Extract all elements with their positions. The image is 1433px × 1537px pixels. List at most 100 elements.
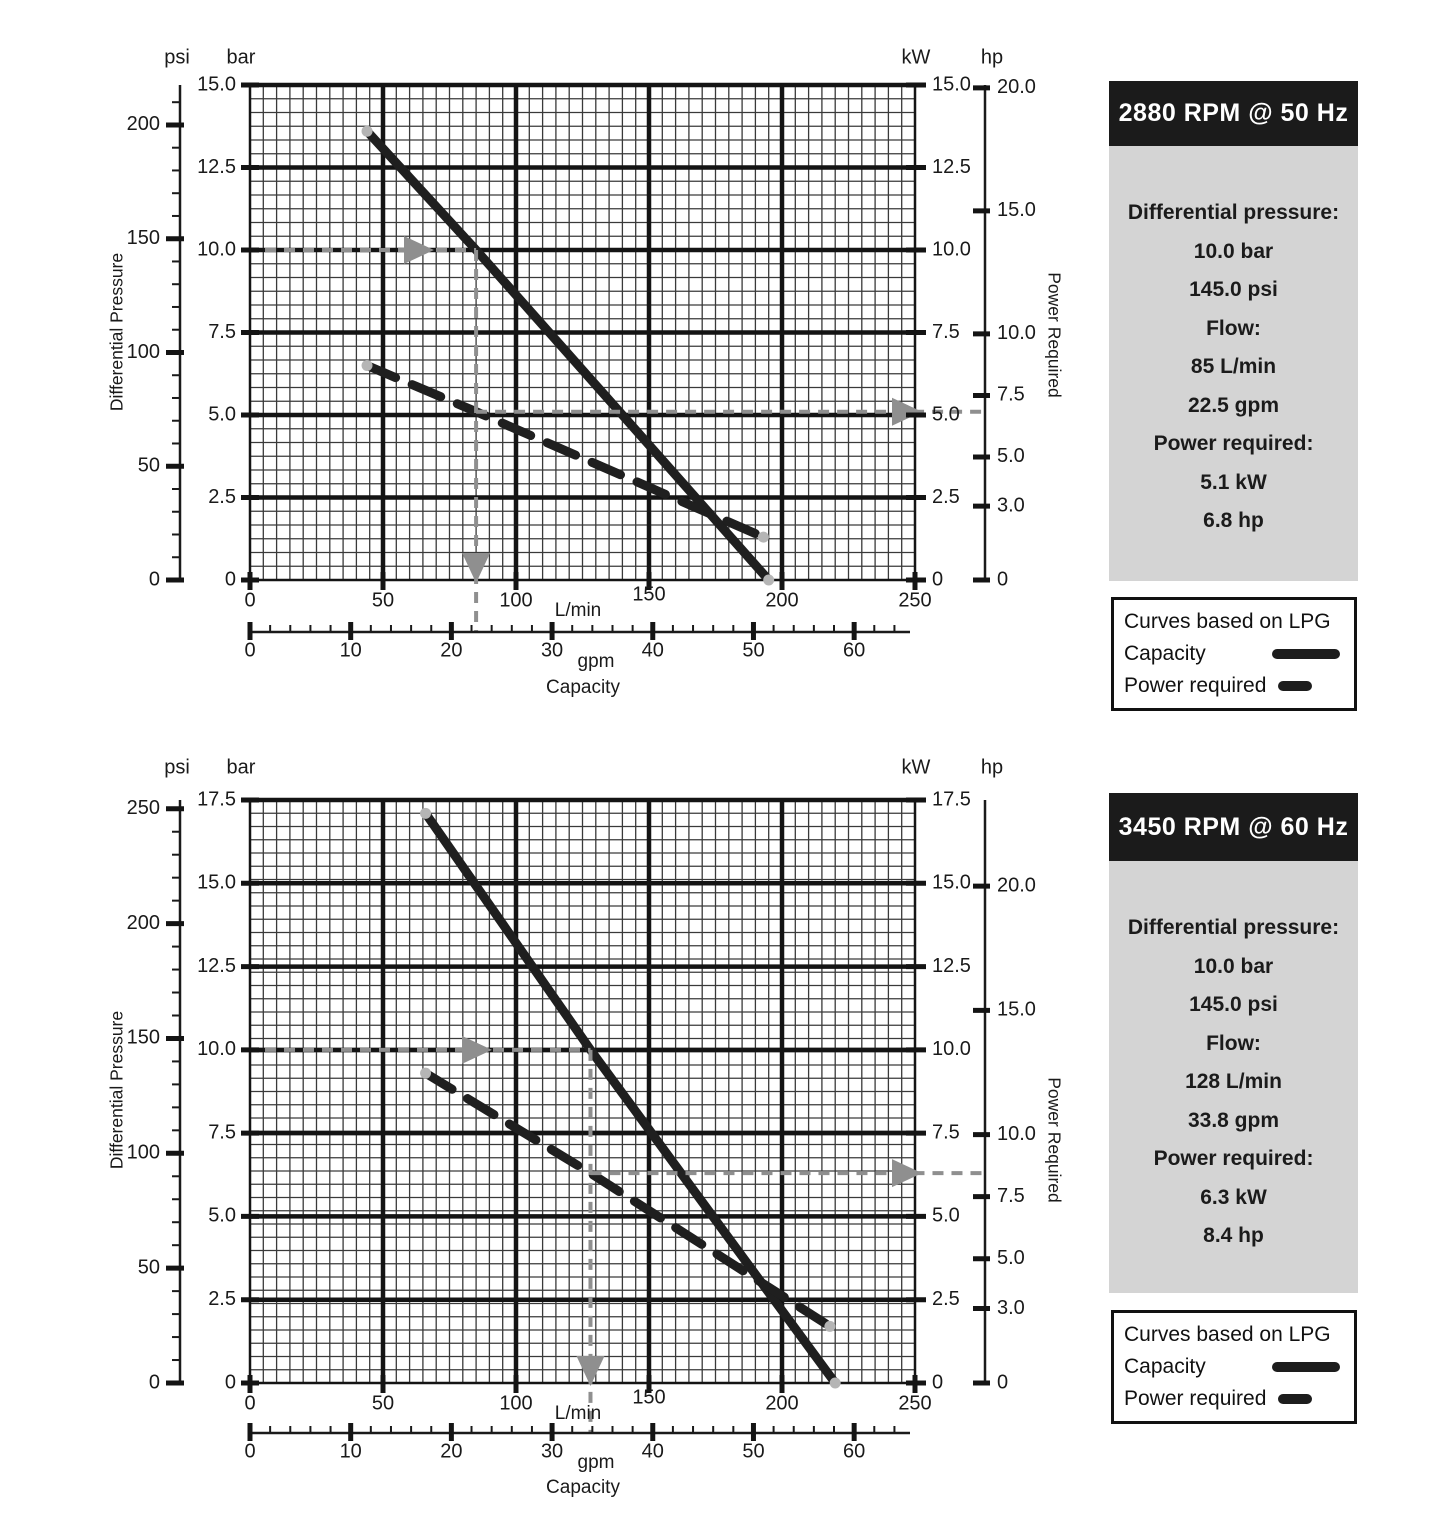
operating-point-arrow-right (404, 236, 434, 264)
curve-endpoint-dot (361, 360, 373, 371)
psi-tick-label: 100 (127, 341, 160, 363)
hp-tick-label: 0 (997, 568, 1008, 590)
lmin-tick-label: 100 (499, 589, 532, 611)
info-row-heading: Differential pressure: (1127, 201, 1340, 225)
info-row-value: 85 L/min (1190, 355, 1277, 379)
info-panel-60hz-title: 3450 RPM @ 60 Hz (1109, 793, 1358, 861)
gpm-tick-label: 10 (340, 639, 362, 661)
psi-tick-label: 100 (127, 1142, 160, 1164)
gpm-axis-unit: gpm (578, 1452, 615, 1473)
lmin-tick-label: 100 (499, 1392, 532, 1414)
bar-axis-header: bar (227, 756, 256, 778)
y-left-axis-title: Differential Pressure (107, 253, 127, 411)
info-row-value: 6.8 hp (1203, 509, 1264, 533)
hp-axis-header: hp (981, 46, 1003, 68)
gpm-tick-label: 10 (340, 1440, 362, 1462)
capacity-line-swatch (1272, 1362, 1340, 1372)
kw-tick-label: 10.0 (932, 238, 971, 260)
lmin-tick-label: 0 (244, 589, 255, 611)
operating-point-arrow-down (576, 1356, 605, 1386)
hp-tick-label: 20.0 (997, 874, 1036, 896)
gpm-tick-label: 0 (244, 639, 255, 661)
psi-tick-label: 0 (149, 1371, 160, 1393)
legend-items: Capacity Power required (1124, 638, 1340, 702)
hp-tick-label: 15.0 (997, 199, 1036, 221)
lmin-tick-label: 150 (632, 1386, 665, 1408)
lmin-tick-label: 50 (372, 589, 394, 611)
info-row-heading: Power required: (1153, 1147, 1314, 1171)
kw-tick-label: 10.0 (932, 1038, 971, 1060)
hp-tick-label: 5.0 (997, 1247, 1025, 1269)
info-row-value: 22.5 gpm (1187, 393, 1280, 417)
chart-60hz: 17.5 15.0 12.5 10.0 7.5 5.0 2.5 0 17.5 15.0 12.5 10… (107, 756, 1065, 1498)
lmin-tick-label: 200 (765, 589, 798, 611)
hp-tick-label: 15.0 (997, 999, 1036, 1021)
power-line-swatch (1278, 1394, 1313, 1404)
operating-point-arrow-down (462, 553, 491, 583)
bar-tick-label: 17.5 (197, 788, 236, 810)
bar-tick-label: 2.5 (208, 486, 236, 508)
lmin-axis-unit: L/min (555, 1403, 601, 1424)
gpm-tick-label: 40 (642, 1440, 664, 1462)
gpm-tick-label: 30 (541, 1440, 563, 1462)
info-row-value: 5.1 kW (1200, 470, 1267, 494)
info-panel-50hz-title: 2880 RPM @ 50 Hz (1109, 81, 1358, 146)
kw-tick-label: 15.0 (932, 872, 971, 894)
info-row-value: 8.4 hp (1203, 1224, 1264, 1248)
bar-tick-label: 15.0 (197, 73, 236, 95)
kw-tick-label: 7.5 (932, 321, 960, 343)
info-row-heading: Differential pressure: (1127, 916, 1340, 940)
curve-endpoint-dot (420, 1067, 432, 1079)
hp-tick-label: 3.0 (997, 1297, 1025, 1319)
info-row-value: 6.3 kW (1200, 1185, 1267, 1209)
psi-axis-header: psi (164, 46, 190, 68)
gpm-tick-label: 40 (642, 639, 664, 661)
lmin-tick-label: 0 (244, 1392, 255, 1414)
gpm-tick-label: 50 (742, 639, 764, 661)
info-row-value: 145.0 psi (1189, 278, 1278, 302)
gpm-tick-label: 20 (440, 1440, 462, 1462)
gpm-tick-label: 50 (742, 1440, 764, 1462)
kw-tick-label: 5.0 (932, 1205, 960, 1227)
operating-point-arrow-right (462, 1035, 492, 1064)
bar-tick-label: 2.5 (208, 1288, 236, 1310)
curve-endpoint-dot (829, 1377, 841, 1389)
bar-tick-label: 12.5 (197, 955, 236, 977)
hp-tick-label: 20.0 (997, 76, 1036, 98)
hp-tick-label: 0 (997, 1371, 1008, 1393)
operating-point-arrow-right (892, 1159, 922, 1188)
legend-item: Capacity (1124, 638, 1340, 670)
bar-tick-label: 10.0 (197, 1038, 236, 1060)
legend-item-label: Power required (1124, 1387, 1267, 1410)
curve-endpoint-dot (763, 574, 775, 586)
gpm-tick-label: 60 (843, 1440, 865, 1462)
psi-tick-label: 200 (127, 113, 160, 135)
kw-tick-label: 7.5 (932, 1121, 960, 1143)
curve-endpoint-dot (420, 807, 432, 819)
lmin-tick-label: 250 (898, 1392, 931, 1414)
plot-border (248, 798, 917, 1385)
kw-tick-label: 2.5 (932, 1288, 960, 1310)
hp-tick-label: 10.0 (997, 322, 1036, 344)
bar-tick-label: 15.0 (197, 872, 236, 894)
capacity-line-swatch (1272, 649, 1340, 659)
info-row-value: 10.0 bar (1193, 954, 1274, 978)
legend-60hz: Curves based on LPG Capacity Power requir… (1111, 1310, 1357, 1424)
bar-tick-label: 0 (225, 1371, 236, 1393)
gpm-tick-label: 30 (541, 639, 563, 661)
legend-50hz: Curves based on LPG Capacity Power requir… (1111, 597, 1357, 711)
hp-tick-label: 7.5 (997, 384, 1025, 406)
kw-tick-label: 17.5 (932, 788, 971, 810)
kw-tick-label: 12.5 (932, 156, 971, 178)
gpm-axis-unit: gpm (578, 651, 615, 672)
info-panel-60hz: 3450 RPM @ 60 Hz Differential pressure: 1… (1109, 793, 1358, 1293)
hp-axis-header: hp (981, 756, 1003, 778)
info-panel-50hz-body: Differential pressure: 10.0 bar 145.0 psi F… (1109, 146, 1358, 581)
gpm-tick-label: 20 (440, 639, 462, 661)
x-axis-title: Capacity (546, 1477, 620, 1498)
lmin-tick-label: 150 (632, 583, 665, 605)
info-row-value: 10.0 bar (1193, 239, 1274, 263)
lmin-tick-label: 50 (372, 1392, 394, 1414)
gpm-tick-label: 60 (843, 639, 865, 661)
